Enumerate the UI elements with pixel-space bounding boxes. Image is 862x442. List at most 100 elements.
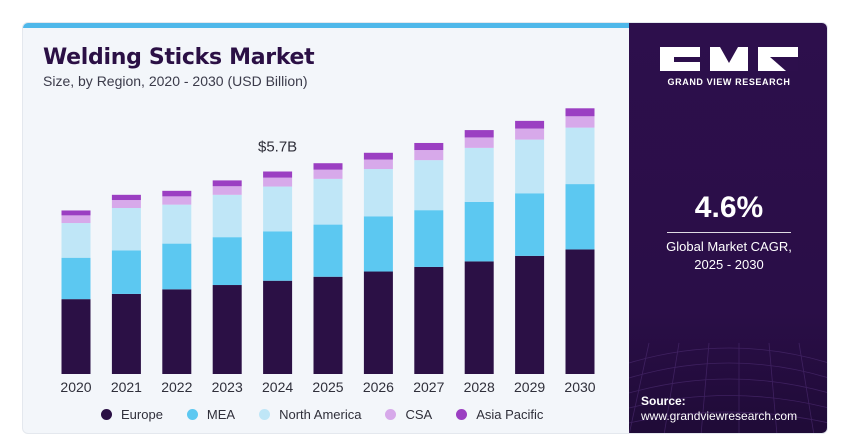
gvr-logo-icon: [660, 47, 798, 71]
x-tick-label: 2024: [262, 379, 293, 395]
bar-segment-north-america-2029: [515, 139, 545, 194]
bar-segment-csa-2023: [212, 186, 242, 195]
bar-segment-europe-2030: [565, 249, 595, 374]
bar-segment-europe-2025: [313, 276, 343, 374]
bar-2022: [162, 190, 192, 374]
bar-2020: [61, 210, 91, 374]
bar-segment-north-america-2021: [111, 208, 141, 251]
legend-label: Europe: [121, 407, 163, 422]
decorative-grid: [629, 342, 827, 433]
stacked-bar-chart: 2020 2021 2022 2023 2024 $5.7B 2025 2026 2027 202…: [60, 108, 596, 395]
brand-logo: [629, 45, 827, 73]
bar-2024: [263, 171, 293, 374]
legend-label: Asia Pacific: [476, 407, 544, 422]
cagr-label-line1: Global Market CAGR,: [666, 239, 792, 254]
x-tick-label: 2030: [564, 379, 595, 395]
bar-segment-europe-2028: [464, 261, 494, 374]
bar-segment-asia-pacific-2020: [61, 210, 91, 216]
legend-swatch: [101, 409, 112, 420]
legend-item-europe: Europe: [101, 407, 163, 422]
bar-segment-asia-pacific-2021: [111, 194, 141, 201]
x-tick-label: 2026: [363, 379, 394, 395]
top-accent-line: [23, 23, 629, 28]
brand-name: GRAND VIEW RESEARCH: [667, 77, 791, 87]
legend-item-csa: CSA: [385, 407, 432, 422]
source-note: Source: www.grandviewresearch.com: [641, 394, 797, 424]
bar-2028: [464, 130, 494, 374]
x-tick-label: 2022: [161, 379, 192, 395]
source-label: Source:: [641, 394, 686, 408]
bar-segment-csa-2025: [313, 169, 343, 179]
bar-segment-north-america-2023: [212, 194, 242, 238]
x-tick-label: 2021: [111, 379, 142, 395]
x-tick-label: 2023: [212, 379, 243, 395]
bar-segment-north-america-2027: [414, 160, 444, 211]
bar-segment-asia-pacific-2023: [212, 180, 242, 187]
legend-swatch: [385, 409, 397, 420]
bar-segment-asia-pacific-2025: [313, 163, 343, 170]
legend-item-asia-pacific: Asia Pacific: [456, 407, 543, 422]
bar-segment-mea-2022: [162, 243, 192, 290]
bar-segment-mea-2020: [61, 257, 91, 300]
value-annotation: $5.7B: [258, 139, 297, 156]
bar-segment-asia-pacific-2022: [162, 190, 192, 197]
bar-segment-mea-2029: [515, 193, 545, 256]
bar-segment-north-america-2020: [61, 223, 91, 258]
bar-segment-europe-2020: [61, 299, 91, 374]
bar-2027: [414, 142, 444, 374]
chart-title: Welding Sticks Market: [43, 45, 315, 70]
source-url[interactable]: www.grandviewresearch.com: [641, 409, 798, 423]
bar-segment-north-america-2030: [565, 127, 595, 185]
bar-segment-europe-2023: [212, 285, 242, 374]
legend-label: CSA: [405, 407, 433, 422]
bar-2026: [363, 152, 393, 374]
bar-segment-asia-pacific-2030: [565, 108, 595, 117]
legend-swatch: [456, 409, 468, 420]
legend-swatch: [259, 409, 271, 420]
bar-segment-csa-2030: [565, 116, 595, 128]
cagr-divider: [667, 232, 791, 233]
x-tick-label: 2029: [514, 379, 545, 395]
bar-segment-csa-2026: [363, 159, 393, 170]
side-panel: GRAND VIEW RESEARCH 4.6% Global Market C…: [629, 23, 827, 433]
bar-segment-csa-2020: [61, 215, 91, 224]
legend-item-mea: MEA: [186, 407, 236, 422]
bar-segment-csa-2027: [414, 150, 444, 161]
chart-legend: Europe MEA North America CSA Asia Pacific: [101, 407, 567, 422]
bar-segment-north-america-2025: [313, 178, 343, 225]
x-tick-label: 2028: [464, 379, 495, 395]
bar-segment-asia-pacific-2029: [515, 120, 545, 129]
x-tick-label: 2020: [60, 379, 91, 395]
bar-segment-asia-pacific-2028: [464, 130, 494, 138]
bar-2029: [515, 120, 545, 374]
bar-segment-europe-2027: [414, 266, 444, 374]
bar-2030: [565, 108, 595, 374]
bar-segment-asia-pacific-2026: [363, 152, 393, 160]
bar-segment-csa-2021: [111, 200, 141, 209]
bar-segment-mea-2021: [111, 250, 141, 294]
bar-segment-north-america-2024: [263, 186, 293, 232]
chart-card: Welding Sticks Market Size, by Region, 2…: [22, 22, 828, 434]
x-tick-label: 2025: [312, 379, 343, 395]
legend-label: MEA: [206, 407, 236, 422]
bar-segment-europe-2024: [263, 280, 293, 374]
bar-segment-csa-2022: [162, 196, 192, 205]
bar-segment-mea-2024: [263, 231, 293, 281]
x-tick-label: 2027: [413, 379, 444, 395]
cagr-value: 4.6%: [694, 191, 764, 224]
bar-segment-mea-2025: [313, 224, 343, 277]
bar-segment-mea-2026: [363, 216, 393, 272]
bar-segment-asia-pacific-2024: [263, 171, 293, 178]
bar-segment-mea-2030: [565, 184, 595, 250]
bar-segment-europe-2022: [162, 289, 192, 374]
bar-2023: [212, 180, 242, 374]
cagr-label-line2: 2025 - 2030: [694, 257, 764, 272]
bar-segment-csa-2028: [464, 137, 494, 148]
bar-segment-asia-pacific-2027: [414, 142, 444, 151]
bar-segment-csa-2029: [515, 128, 545, 140]
bar-segment-europe-2026: [363, 271, 393, 374]
bar-segment-mea-2028: [464, 201, 494, 262]
legend-swatch: [186, 409, 198, 420]
legend-item-north-america: North America: [259, 407, 361, 422]
bar-segment-mea-2023: [212, 237, 242, 286]
